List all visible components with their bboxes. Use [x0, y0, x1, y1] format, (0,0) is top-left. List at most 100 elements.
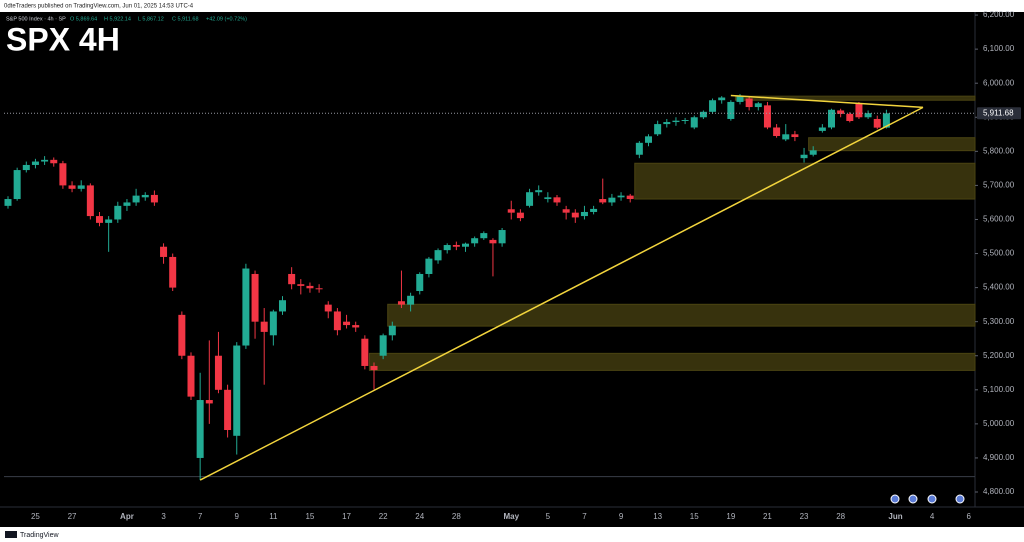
zone — [634, 162, 976, 200]
candle-body — [31, 161, 39, 165]
event-icon[interactable] — [955, 494, 965, 504]
candle-body — [763, 105, 771, 128]
plot — [4, 94, 976, 481]
x-tick-label: 11 — [269, 512, 278, 521]
candle-body — [123, 202, 131, 206]
legend-symbol: S&P 500 Index · 4h · SP — [6, 16, 66, 22]
candle-body — [141, 194, 149, 198]
chart-background — [0, 12, 1024, 527]
candle-body — [205, 400, 213, 404]
candle-body — [370, 365, 378, 371]
candle-body — [96, 216, 103, 223]
x-tick-label: 15 — [305, 512, 314, 521]
y-tick-label: 5,300.00 — [983, 317, 1015, 326]
candle-body — [773, 127, 781, 137]
y-tick-label: 5,100.00 — [983, 385, 1015, 394]
candle-body — [333, 311, 341, 331]
candle-body — [41, 159, 49, 162]
candle-body — [150, 194, 158, 203]
candle-body — [169, 256, 177, 288]
candle-body — [22, 164, 30, 171]
legend-low: L 5,867.12 — [138, 16, 164, 22]
event-icon[interactable] — [908, 494, 918, 504]
x-tick-label: 19 — [726, 512, 735, 521]
candle-body — [544, 197, 552, 200]
x-tick-label: 7 — [198, 512, 203, 521]
candle-body — [297, 284, 305, 286]
candle-body — [379, 335, 387, 356]
candle-body — [498, 230, 506, 244]
x-tick-label: 23 — [800, 512, 809, 521]
candle-body — [50, 159, 58, 164]
candle-body — [562, 209, 570, 213]
candle-body — [553, 197, 561, 203]
bottom-strip — [0, 527, 1024, 542]
x-tick-label: 17 — [342, 512, 351, 521]
candle-body — [233, 345, 241, 436]
candle-body — [882, 113, 890, 128]
candle-body — [269, 311, 277, 336]
y-tick-label: 5,000.00 — [983, 419, 1015, 428]
candle-body — [809, 150, 817, 155]
legend-close: C 5,911.68 — [172, 16, 199, 22]
candle-body — [626, 195, 634, 200]
chart-title: SPX 4H — [6, 21, 120, 57]
x-tick-label: 9 — [235, 512, 240, 521]
candle-body — [489, 239, 497, 244]
candle-body — [68, 185, 76, 189]
zone — [734, 95, 976, 101]
candle-body — [105, 219, 113, 223]
candle-body — [590, 208, 598, 212]
candle-body — [397, 301, 405, 305]
x-tick-label: 28 — [836, 512, 845, 521]
candle-body — [160, 246, 168, 257]
y-tick-label: 6,000.00 — [983, 78, 1015, 87]
event-icon[interactable] — [890, 494, 900, 504]
zone — [368, 352, 976, 371]
candle-body — [654, 124, 662, 135]
candle-body — [59, 163, 67, 186]
y-tick-label: 5,200.00 — [983, 351, 1015, 360]
candle-body — [837, 110, 845, 114]
candle-body — [132, 195, 140, 203]
x-tick-label: 15 — [690, 512, 699, 521]
candle-body — [800, 154, 808, 159]
candle-body — [617, 195, 625, 198]
x-tick-label: 13 — [653, 512, 662, 521]
candle-body — [690, 117, 698, 128]
candle-body — [782, 134, 790, 140]
candle-body — [462, 243, 469, 247]
candle-body — [434, 250, 442, 261]
trendline — [199, 106, 924, 481]
y-tick-label: 5,600.00 — [983, 215, 1015, 224]
last-price-tag — [977, 107, 1021, 120]
candle-body — [214, 355, 222, 390]
candle-body — [443, 245, 451, 251]
x-tick-label: 22 — [379, 512, 388, 521]
candle-body — [13, 170, 21, 200]
candle-body — [818, 127, 826, 131]
candle-body — [86, 185, 94, 217]
x-tick-label: 6 — [967, 512, 972, 521]
candle-body — [580, 211, 588, 217]
candle-body — [315, 288, 323, 290]
candle-body — [599, 199, 607, 203]
candle-body — [114, 205, 122, 220]
candle-body — [471, 238, 479, 244]
candle-body — [791, 134, 799, 138]
last-price-label: 5,911.68 — [983, 108, 1014, 117]
publisher: 0dteTraders published on TradingView.com… — [4, 4, 194, 10]
legend-high: H 5,922.14 — [104, 16, 131, 22]
candle-body — [855, 103, 863, 118]
x-tick-label: 5 — [546, 512, 551, 521]
candle-body — [279, 300, 286, 312]
candle-body — [672, 120, 680, 123]
candle-body — [736, 95, 744, 102]
event-icons — [890, 494, 965, 504]
y-tick-label: 4,900.00 — [983, 453, 1015, 462]
event-icon[interactable] — [927, 494, 937, 504]
y-tick-label: 5,800.00 — [983, 146, 1015, 155]
candle-body — [196, 400, 204, 458]
candle-body — [251, 273, 259, 322]
